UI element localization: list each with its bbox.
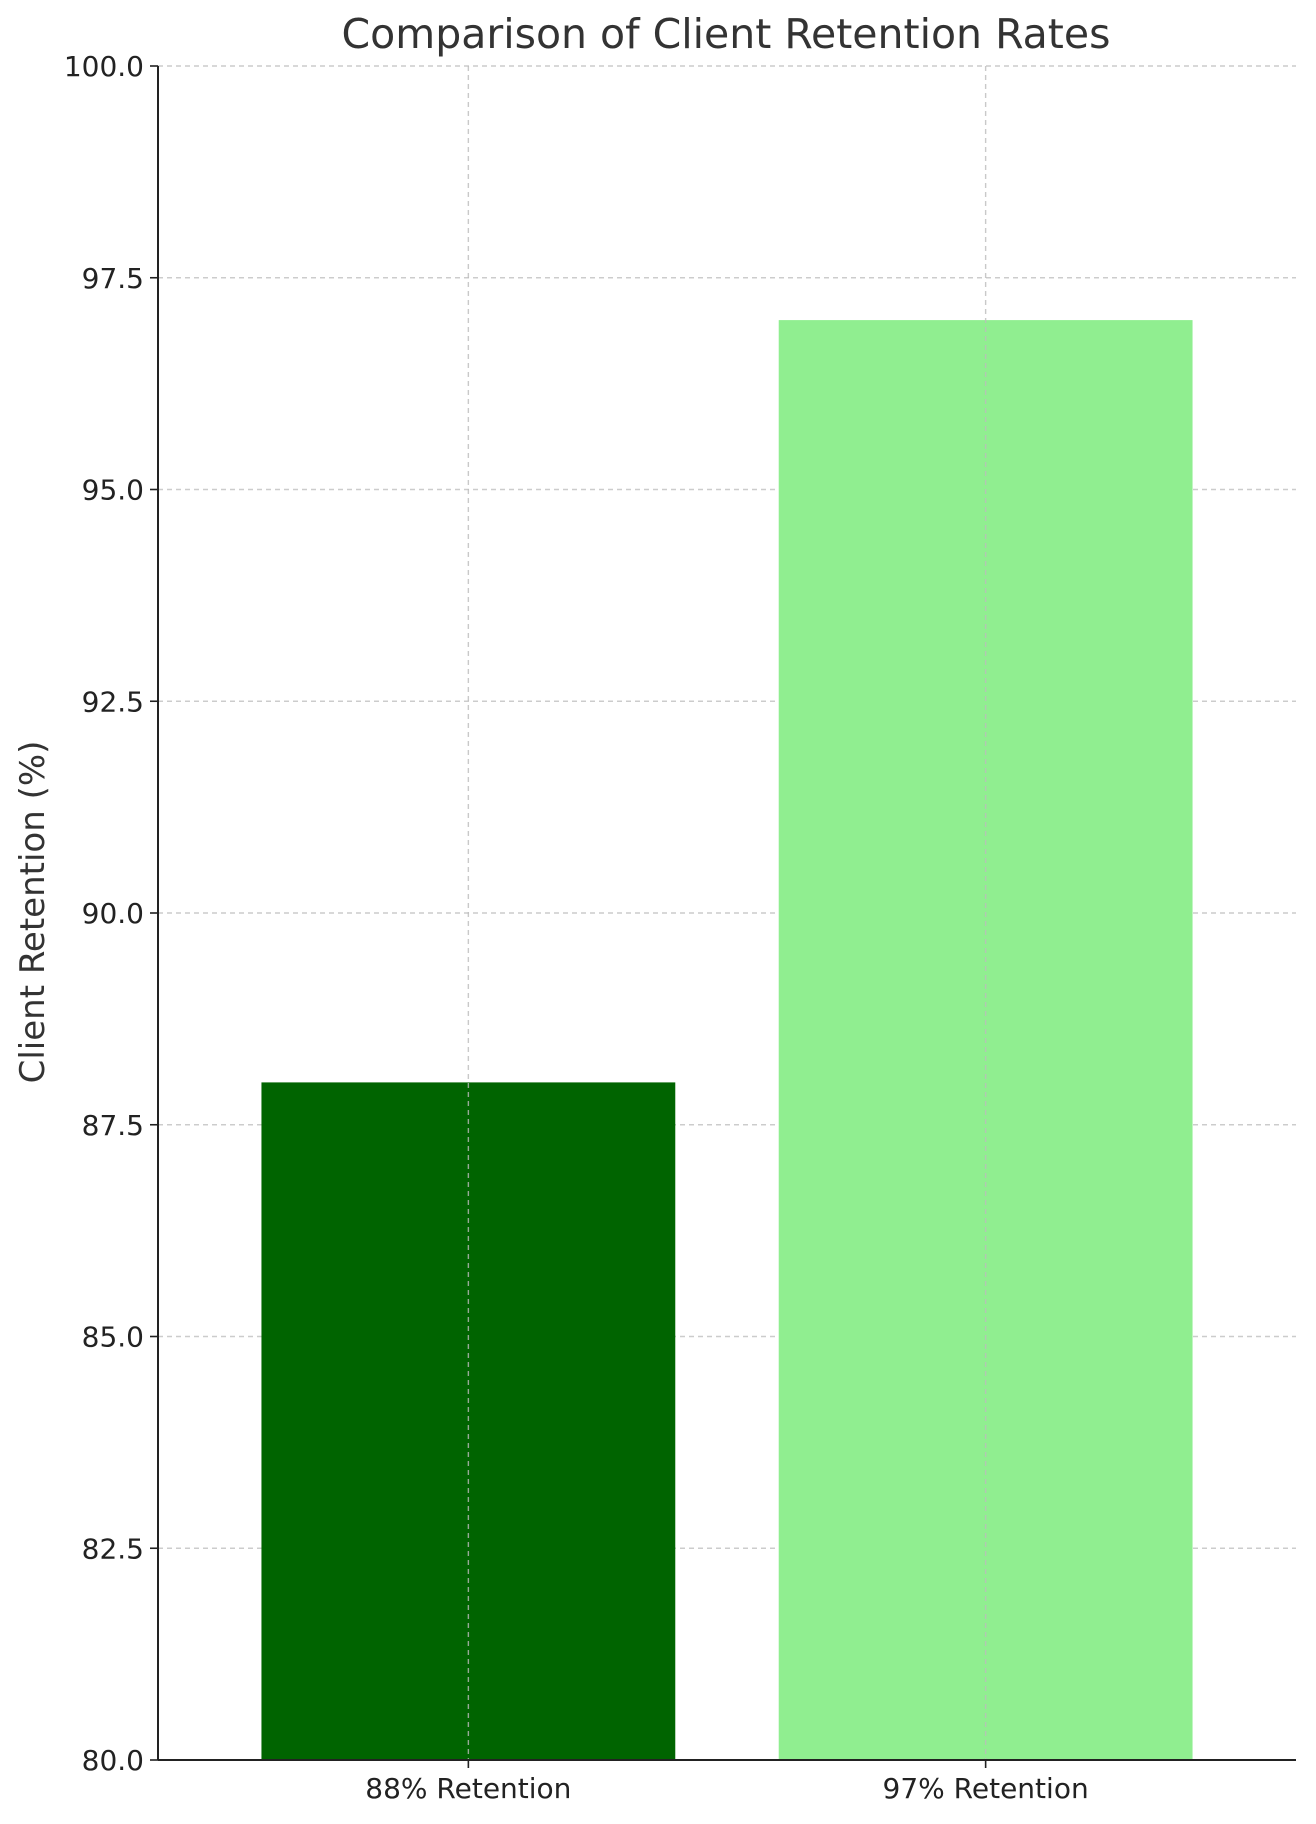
y-axis-label: Client Retention (%) [13,741,53,1084]
y-tick-label: 87.5 [82,1109,144,1142]
y-tick-label: 97.5 [82,262,144,295]
y-tick-label: 85.0 [82,1321,144,1354]
chart-title: Comparison of Client Retention Rates [342,10,1111,58]
x-tick-label: 88% Retention [365,1772,571,1805]
ticks-layer: 80.0 82.5 85.0 87.5 90.0 92.5 95.0 97.5 100.0 88%… [64,50,1089,1805]
y-tick-label: 82.5 [82,1532,144,1565]
y-tick-label: 80.0 [82,1744,144,1777]
bars-layer [261,320,1193,1761]
vertical-grid-layer [467,66,987,1760]
y-tick-label: 95.0 [82,474,144,507]
y-tick-label: 90.0 [82,897,144,930]
y-tick-label: 92.5 [82,685,144,718]
x-tick-label: 97% Retention [883,1772,1089,1805]
y-tick-label: 100.0 [64,50,144,83]
